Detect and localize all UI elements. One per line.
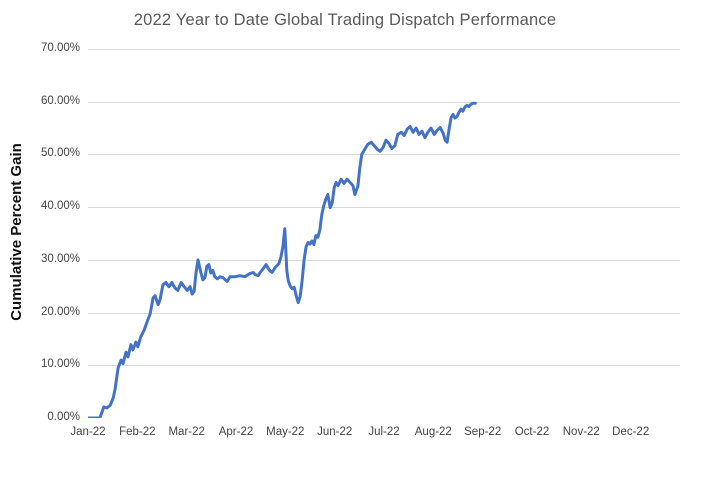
x-tick-label: Jun-22 [317,426,353,438]
gridline [88,312,680,314]
x-tick-label: Apr-22 [218,426,254,438]
x-tick-label: Nov-22 [562,426,600,438]
gridline [88,365,680,367]
gridline [88,259,680,261]
x-tick-label: Mar-22 [168,426,205,438]
gridline [88,101,680,103]
performance-line [88,101,477,418]
x-tick-label: Sep-22 [464,426,502,438]
y-tick-label: 20.00% [40,305,80,318]
x-tick-label: Jan-22 [70,426,106,438]
y-tick-label: 40.00% [40,200,80,213]
y-tick-label: 60.00% [40,94,80,107]
y-tick-label: 30.00% [40,252,80,265]
y-tick-label: 0.00% [47,411,80,423]
x-tick-label: Jul-22 [368,426,400,438]
y-tick-label: 70.00% [40,42,80,54]
gridline [88,49,680,50]
y-tick-label: 10.00% [40,358,80,371]
y-axis-title: Cumulative Percent Gain [8,143,25,321]
x-tick-label: May-22 [266,426,305,438]
chart-title: 2022 Year to Date Global Trading Dispatc… [133,11,557,29]
x-tick-label: Aug-22 [414,426,452,438]
gridline [88,154,680,156]
y-tick-label: 50.00% [40,147,80,160]
plot-svg [88,101,477,418]
x-tick-label: Feb-22 [119,426,156,438]
gridline [88,207,680,209]
x-tick-label: Oct-22 [514,426,550,438]
x-tick-label: Dec-22 [612,426,650,438]
